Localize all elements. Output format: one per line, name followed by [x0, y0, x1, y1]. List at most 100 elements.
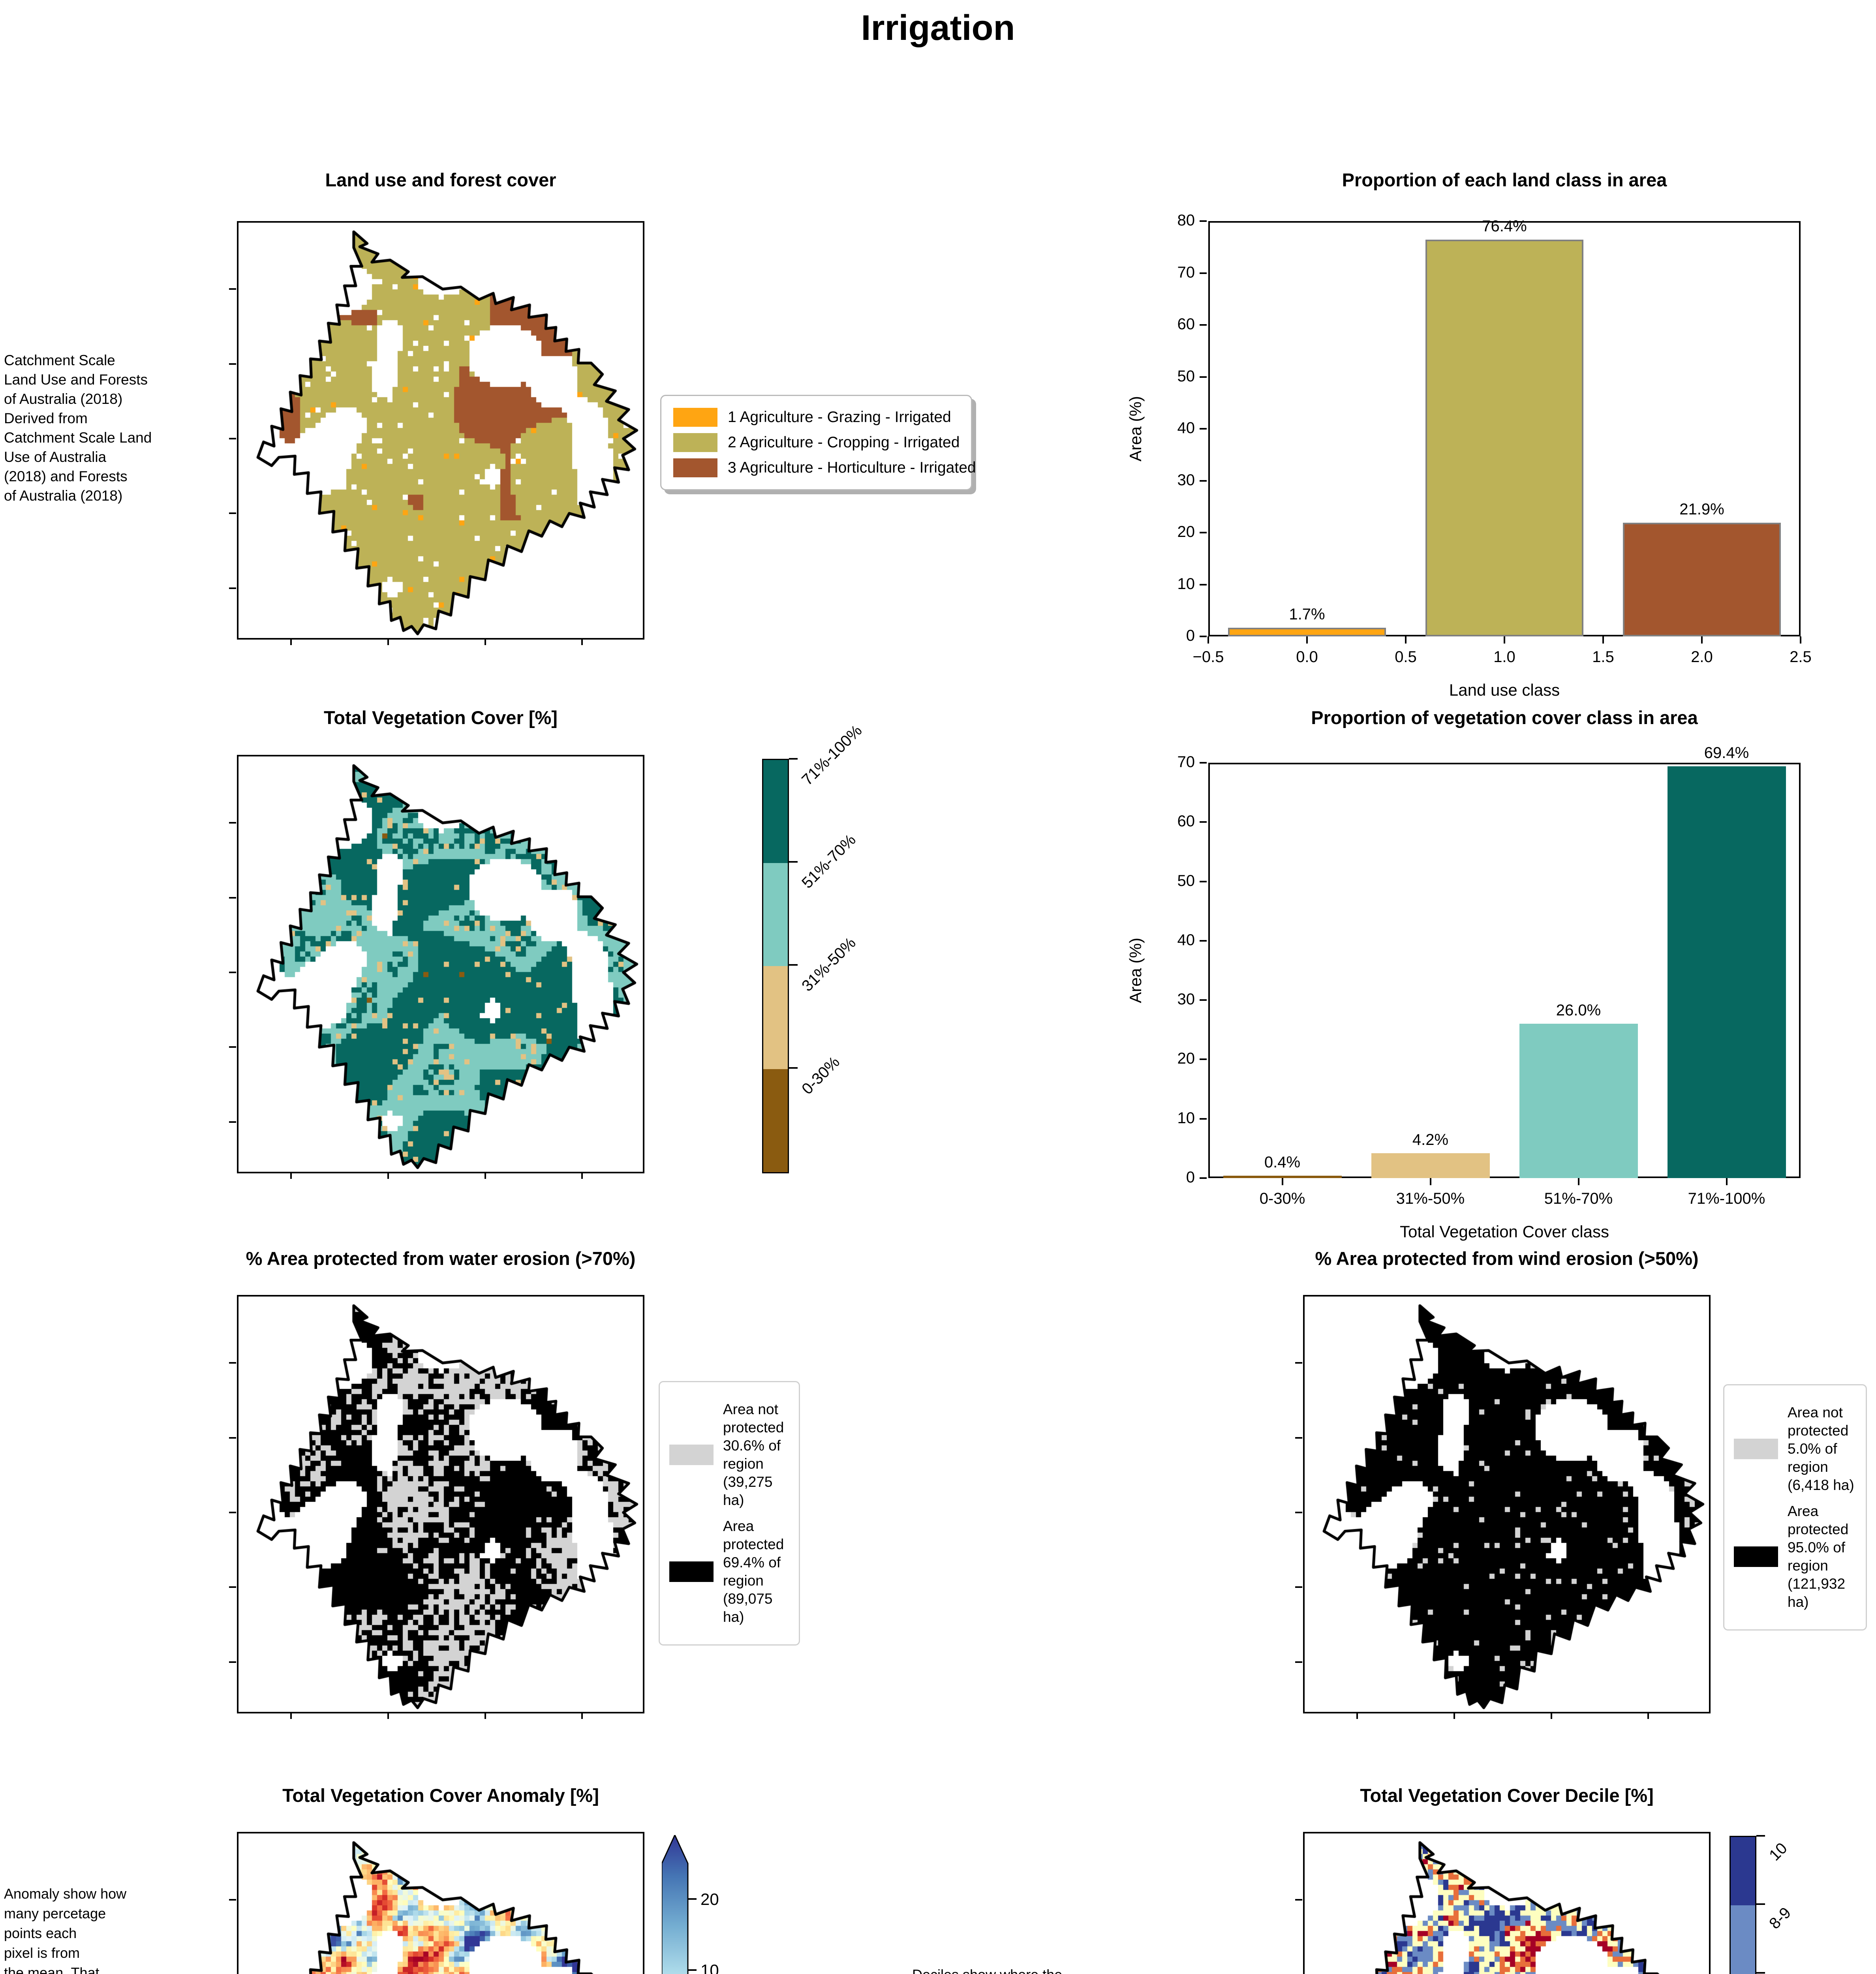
map-x-tick	[581, 1712, 583, 1719]
wind-erosion-map	[1295, 1295, 1711, 1719]
x-axis-label: Total Vegetation Cover class	[1400, 1222, 1609, 1241]
y-tick	[1200, 376, 1207, 378]
landclass-chart-title: Proportion of each land class in area	[1342, 169, 1667, 190]
landuse-map-canvas	[238, 223, 643, 638]
colorbar-segment	[1731, 1837, 1755, 1906]
vegcover-map-canvas	[238, 756, 643, 1172]
map-x-tick	[290, 1712, 292, 1719]
y-tick	[1200, 1058, 1207, 1060]
anomaly-map-canvas	[238, 1833, 643, 1974]
y-tick	[1200, 1118, 1207, 1120]
colorbar-tick-label: 51%-70%	[798, 831, 859, 892]
landuse-legend: 1 Agriculture - Grazing - Irrigated 2 Agr…	[660, 395, 976, 490]
x-tick-label: 1.5	[1592, 648, 1614, 666]
x-tick-label: −0.5	[1192, 648, 1224, 666]
y-tick-label: 60	[1177, 315, 1195, 333]
y-tick-label: 0	[1186, 627, 1195, 644]
legend-label: Area protected 95.0% of region (121,932 …	[1788, 1503, 1849, 1610]
colorbar-tick	[789, 1067, 798, 1069]
x-tick	[1429, 1178, 1431, 1185]
legend-label: 3 Agriculture - Horticulture - Irrigated	[728, 459, 976, 476]
legend-item: Area not protected 5.0% of region (6,418…	[1734, 1404, 1856, 1494]
colorbar-segment	[763, 966, 788, 1069]
map-y-tick	[229, 438, 236, 440]
y-axis-label: Area (%)	[1126, 396, 1145, 462]
colorbar-segment	[763, 1069, 788, 1172]
y-tick-label: 70	[1177, 263, 1195, 281]
y-tick	[1200, 880, 1207, 882]
map-x-tick	[387, 638, 389, 645]
vegclass-chart: 0 10 20 30 40 50 60 70 Area (%) 0-30% 31%-50% 51%-7…	[1126, 744, 1801, 1241]
y-tick	[1200, 428, 1207, 430]
x-tick	[1281, 1178, 1283, 1185]
map-y-tick	[1295, 1512, 1302, 1514]
x-tick	[1405, 636, 1407, 644]
y-tick	[1200, 636, 1207, 637]
bar	[1623, 523, 1781, 636]
map-x-tick	[1356, 1712, 1358, 1719]
legend-label: Area not protected 5.0% of region (6,418…	[1788, 1404, 1854, 1493]
bar-value-label: 69.4%	[1704, 744, 1749, 762]
map-y-tick	[1295, 1661, 1302, 1663]
legend-item: 3 Agriculture - Horticulture - Irrigated	[673, 458, 976, 477]
y-tick-label: 70	[1177, 753, 1195, 771]
legend-swatch-icon	[669, 1561, 714, 1582]
colorbar-bar	[1730, 1836, 1756, 1974]
map-x-tick	[1453, 1712, 1455, 1719]
bar	[1425, 240, 1583, 636]
y-tick	[1200, 821, 1207, 823]
anomaly-description-text: Anomaly show how many percetage points e…	[4, 1886, 127, 1974]
decile-description-text: Deciles show where the pixel value lies …	[912, 1965, 1157, 1974]
y-tick-label: 10	[1177, 1109, 1195, 1127]
landuse-source-text: Catchment Scale Land Use and Forests of …	[4, 352, 152, 504]
legend-label: Area not protected 30.6% of region (39,2…	[723, 1401, 784, 1508]
map-x-tick	[290, 638, 292, 645]
map-x-tick	[1550, 1712, 1552, 1719]
wind-map-title: % Area protected from wind erosion (>50%…	[1315, 1248, 1699, 1269]
map-y-tick	[229, 1046, 236, 1048]
legend-label: Area protected 69.4% of region (89,075 h…	[723, 1518, 784, 1625]
legend-swatch-icon	[1734, 1546, 1778, 1567]
colorbar-tick	[1756, 1903, 1765, 1905]
y-tick	[1200, 1177, 1207, 1179]
bar	[1223, 1175, 1342, 1178]
map-x-tick	[484, 638, 486, 645]
y-axis-label: Area (%)	[1126, 938, 1145, 1003]
y-tick-label: 0	[1186, 1169, 1195, 1186]
map-x-tick	[290, 1172, 292, 1179]
bar	[1667, 766, 1786, 1178]
legend-label: 1 Agriculture - Grazing - Irrigated	[728, 409, 951, 426]
map-y-tick	[1295, 1437, 1302, 1439]
colorbar-tick-label: 10	[700, 1961, 719, 1974]
legend-swatch-icon	[669, 1445, 714, 1465]
bar-value-label: 0.4%	[1264, 1153, 1301, 1171]
anomaly-colorbar: 20100−10−20	[661, 1833, 764, 1974]
legend-swatch-icon	[673, 408, 717, 427]
x-tick-label: 0-30%	[1259, 1190, 1305, 1207]
bar	[1371, 1153, 1490, 1178]
vegclass-chart-title: Proportion of vegetation cover class in …	[1311, 707, 1698, 728]
y-tick-label: 80	[1177, 212, 1195, 229]
landuse-map	[229, 221, 644, 645]
colorbar-tick-label: 8-9	[1766, 1904, 1795, 1933]
bar-value-label: 21.9%	[1679, 501, 1724, 518]
map-x-tick	[581, 638, 583, 645]
page-title: Irrigation	[861, 8, 1015, 48]
map-y-tick	[229, 972, 236, 974]
x-tick-label: 51%-70%	[1544, 1190, 1613, 1207]
bar-value-label: 1.7%	[1289, 605, 1325, 623]
y-tick-label: 20	[1177, 523, 1195, 540]
map-x-tick	[581, 1172, 583, 1179]
y-tick-label: 50	[1177, 872, 1195, 889]
legend-item: 1 Agriculture - Grazing - Irrigated	[673, 408, 959, 427]
y-tick	[1200, 272, 1207, 274]
y-tick-label: 10	[1177, 575, 1195, 593]
x-tick	[1602, 636, 1604, 644]
map-x-tick	[1647, 1712, 1649, 1719]
map-y-tick	[229, 1121, 236, 1123]
colorbar-tick-label: 71%-100%	[798, 722, 866, 789]
bar	[1228, 627, 1386, 636]
legend-swatch-icon	[673, 433, 717, 452]
map-y-tick	[229, 1437, 236, 1439]
